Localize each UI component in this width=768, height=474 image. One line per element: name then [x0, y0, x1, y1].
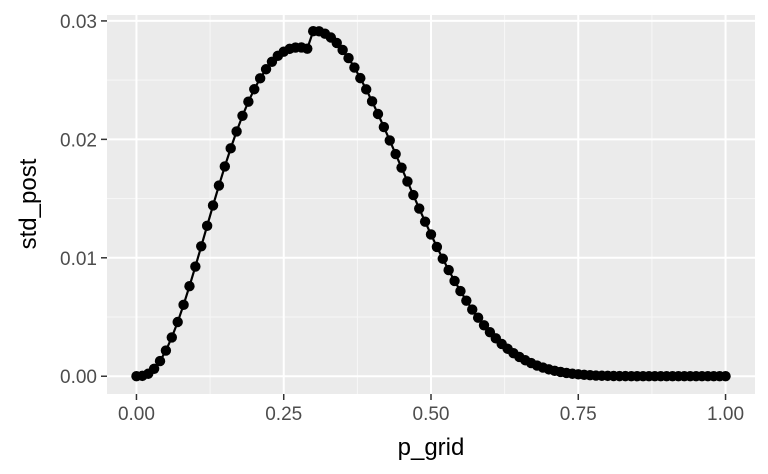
data-point-47 — [408, 189, 419, 201]
data-point-54 — [449, 275, 460, 287]
data-point-7 — [172, 316, 183, 328]
y-axis-title: std_post — [15, 158, 42, 249]
data-point-4 — [154, 355, 166, 367]
x-tick-label-2: 0.50 — [413, 404, 450, 425]
data-point-46 — [402, 176, 413, 187]
data-point-58 — [472, 312, 484, 323]
data-point-100 — [720, 371, 731, 382]
data-point-38 — [355, 72, 366, 84]
data-point-14 — [213, 180, 225, 191]
y-tick-label-3: 0.03 — [60, 12, 97, 33]
y-tick-label-0: 0.00 — [60, 367, 97, 388]
data-point-3 — [148, 363, 160, 374]
data-point-29 — [302, 43, 313, 54]
y-tick-label-1: 0.01 — [60, 249, 97, 270]
x-tick-label-4: 1.00 — [707, 404, 744, 425]
data-point-11 — [196, 241, 207, 252]
data-point-20 — [249, 84, 260, 95]
x-axis: 0.00 0.25 0.50 0.75 1.00 — [118, 394, 744, 425]
data-point-50 — [425, 229, 437, 240]
data-point-6 — [166, 332, 177, 343]
data-point-39 — [361, 84, 372, 95]
x-axis-title: p_grid — [398, 434, 465, 461]
data-point-16 — [225, 143, 236, 154]
data-point-53 — [443, 264, 454, 276]
x-tick-label-1: 0.25 — [265, 404, 302, 425]
major-gridlines — [107, 15, 755, 394]
data-point-5 — [160, 345, 172, 356]
data-point-37 — [349, 62, 360, 73]
y-axis: 0.00 0.01 0.02 0.03 — [60, 12, 107, 388]
data-point-49 — [419, 216, 431, 227]
series-points — [131, 26, 731, 382]
data-point-8 — [178, 299, 189, 311]
data-point-57 — [467, 304, 478, 315]
data-point-22 — [260, 64, 272, 75]
data-point-40 — [366, 96, 378, 107]
data-point-17 — [231, 126, 242, 137]
data-point-10 — [190, 261, 201, 272]
data-point-52 — [437, 253, 448, 264]
data-point-12 — [201, 220, 213, 232]
data-point-43 — [384, 135, 395, 146]
data-point-45 — [396, 162, 407, 173]
data-point-36 — [343, 52, 354, 64]
data-point-44 — [390, 148, 401, 160]
x-tick-label-3: 0.75 — [560, 404, 597, 425]
data-point-41 — [372, 108, 384, 120]
data-point-55 — [455, 285, 466, 297]
data-point-51 — [431, 241, 443, 253]
data-point-59 — [478, 320, 490, 331]
data-point-56 — [461, 295, 472, 306]
data-point-48 — [414, 203, 425, 214]
data-point-21 — [254, 73, 266, 84]
data-point-34 — [331, 37, 342, 49]
data-point-9 — [184, 281, 195, 292]
data-point-42 — [378, 121, 390, 133]
data-point-13 — [207, 200, 219, 211]
data-point-18 — [237, 110, 248, 121]
data-point-15 — [219, 161, 231, 172]
data-point-19 — [243, 96, 254, 107]
x-tick-label-0: 0.00 — [118, 404, 155, 425]
y-tick-label-2: 0.02 — [60, 130, 97, 151]
data-point-35 — [337, 44, 348, 56]
